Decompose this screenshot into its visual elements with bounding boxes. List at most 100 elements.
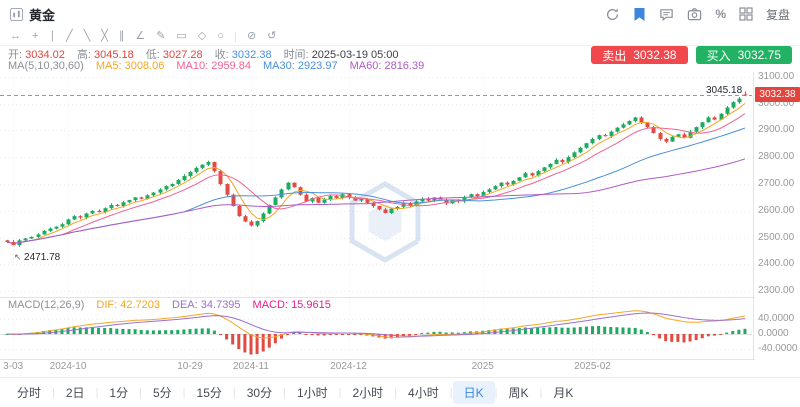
time-label: 时间: [283,49,309,61]
buy-label: 买入 [706,48,731,63]
x-axis-label: 2024-11 [232,361,269,372]
timeframe-tab-5[interactable]: 30分 [246,386,273,400]
tab-separator: | [539,386,543,399]
screenshot-icon[interactable] [687,7,702,22]
buy-price: 3032.75 [737,48,781,62]
dif-value: 42.7203 [120,299,161,311]
replay-button[interactable]: 复盘 [765,7,790,22]
ma5-label: MA5: [95,60,122,72]
timeframe-tab-2[interactable]: 1分 [109,386,129,400]
x-axis-label: 2024-12 [330,361,367,372]
ma5-value: 3008.06 [124,60,165,72]
eraser-icon[interactable]: ⊘ [246,30,257,42]
timeframe-tab-4[interactable]: 15分 [196,386,222,400]
low-label: 低: [145,49,160,61]
cross-lines-icon[interactable]: ╳ [101,30,108,42]
price-axis-label: 2700.00 [758,178,795,189]
tab-separator: | [394,386,398,399]
chat-icon[interactable] [659,7,674,22]
macd-label: MACD: [252,299,288,311]
trade-buttons: 卖出 3032.38 买入 3032.75 [591,46,792,64]
timeframe-tab-10[interactable]: 周K [508,386,529,400]
ma-bar: MA(5,10,30,60) MA5: 3008.06 MA10: 2959.8… [8,60,424,72]
rectangle-icon[interactable]: ▭ [176,30,187,42]
price-axis-label: 2600.00 [758,204,795,216]
cursor-move-icon[interactable]: ↔ [10,30,21,42]
tab-separator: | [283,386,286,399]
x-axis-label: 10-29 [177,361,203,372]
high-annotation: 3045.18 [706,85,743,96]
macd-group-label: MACD(12,26,9) [8,299,85,311]
grid-icon[interactable] [739,7,753,21]
circle-icon[interactable]: ○ [217,30,224,42]
dea-value: 34.7395 [200,299,241,311]
open-label: 开: [8,49,23,61]
crosshair-icon[interactable]: + [32,30,39,42]
ma-group-label: MA(5,10,30,60) [8,60,84,72]
ma10-label: MA10: [176,60,209,72]
parallel-channel-icon[interactable]: ∥ [118,30,125,42]
timeframe-tab-0[interactable]: 分时 [17,386,42,400]
bookmark-icon[interactable] [633,7,646,22]
close-value: 3032.38 [231,49,272,61]
trend-line-icon[interactable]: ╱ [65,30,73,42]
timeframe-tab-6[interactable]: 1小时 [296,386,328,400]
percent-icon[interactable]: % [715,7,726,21]
macd-axis-label: 40.0000 [758,313,795,325]
candlestick-chart[interactable] [0,72,755,362]
sell-label: 卖出 [602,48,627,63]
toolbar-separator [234,31,236,42]
draw-toolbar: ↔ + ∣ ╱ ╲ ╳ ∥ ∠ ✎ ▭ ◇ ○ ⊘ ↺ [0,28,800,46]
pencil-icon[interactable]: ✎ [156,30,166,42]
buy-button[interactable]: 买入 3032.75 [695,46,792,64]
diamond-icon[interactable]: ◇ [197,30,207,42]
tab-separator: | [52,386,55,399]
current-price-tag: 3032.38 [755,86,800,102]
timeframe-tabs: 分时 | 2日 | 1分 | 5分 | 15分 | 30分 | 1小时 | 2小时 | 4小时 | 日K | 周K | 月K [0,377,800,407]
tab-separator: | [232,386,236,399]
time-value: 2025-03-19 05:00 [311,49,399,61]
timeframe-tab-1[interactable]: 2日 [65,386,85,400]
tab-separator: | [139,386,142,399]
instrument-header: 黄金 [10,5,55,24]
timeframe-tab-9[interactable]: 日K [452,381,495,404]
tab-separator: | [95,386,99,399]
ray-line-icon[interactable]: ╲ [83,30,91,42]
low-annotation: 2471.78 [14,252,60,263]
sell-button[interactable]: 卖出 3032.38 [591,46,688,64]
timeframe-tab-3[interactable]: 5分 [152,386,172,400]
angle-icon[interactable]: ∠ [135,30,146,42]
price-axis-label: 3100.00 [758,70,795,82]
sell-price: 3032.38 [633,48,677,62]
tab-separator: | [182,386,186,399]
ma30-value: 2923.97 [297,60,338,72]
price-axis-label: 2800.00 [758,151,795,163]
x-axis-label: 2025-02 [574,361,611,372]
high-value: 3045.18 [94,49,134,61]
ma60-label: MA60: [349,60,382,72]
price-axis-label: 2300.00 [758,285,795,297]
vertical-line-icon[interactable]: ∣ [49,30,55,42]
low-value: 3027.28 [162,49,203,61]
macd-axis-label: 0.0000 [758,328,789,339]
undo-icon[interactable]: ↺ [267,30,277,42]
macd-bar: MACD(12,26,9) DIF: 42.7203 DEA: 34.7395 … [8,299,331,311]
dif-label: DIF: [96,299,118,311]
refresh-icon[interactable] [605,7,620,22]
header-actions: % 复盘 [605,6,790,23]
header: 黄金 % [0,0,800,28]
macd-value: 15.9615 [291,299,331,311]
instrument-icon [10,7,23,21]
macd-axis-label: -40.0000 [758,342,798,354]
ma30-label: MA30: [262,60,295,72]
timeframe-tab-7[interactable]: 2小时 [352,386,384,400]
ma60-value: 2816.39 [384,60,425,72]
timeframe-tab-8[interactable]: 4小时 [408,386,439,400]
price-axis-label: 2400.00 [758,258,795,270]
ma10-value: 2959.84 [211,60,251,72]
high-label: 高: [76,49,91,61]
open-value: 3034.02 [25,49,65,61]
timeframe-tab-11[interactable]: 月K [553,386,574,400]
x-axis-label: 3-03 [3,361,24,372]
